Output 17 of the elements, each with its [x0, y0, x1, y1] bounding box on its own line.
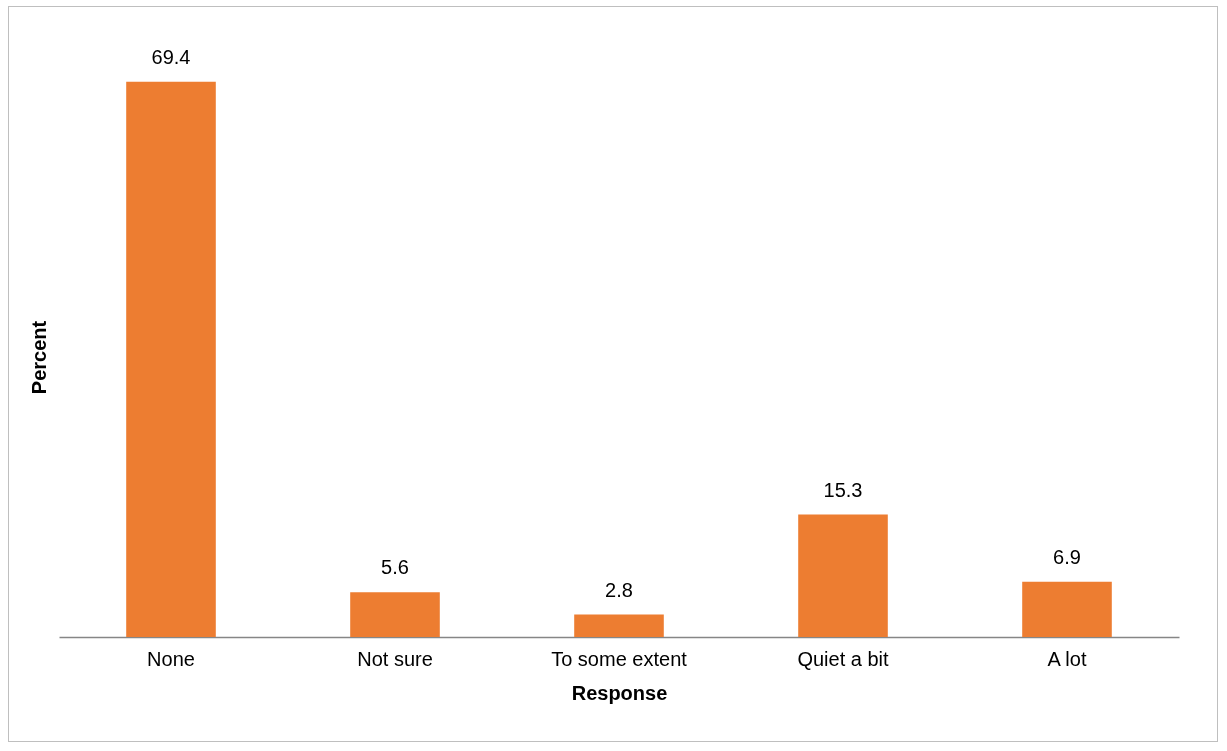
- data-label: 6.9: [1053, 545, 1081, 568]
- x-tick-label: To some extent: [551, 647, 688, 670]
- x-axis-title: Response: [571, 681, 668, 704]
- data-label: 15.3: [823, 478, 863, 501]
- bar: [1022, 581, 1112, 637]
- bar: [350, 592, 440, 637]
- data-label: 69.4: [151, 45, 191, 68]
- bar: [574, 614, 664, 637]
- data-label: 5.6: [381, 556, 409, 579]
- data-label: 2.8: [605, 578, 633, 601]
- x-tick-label: A lot: [1047, 647, 1087, 670]
- x-tick-label: None: [147, 647, 195, 670]
- x-tick-label: Quiet a bit: [797, 647, 890, 670]
- bar: [126, 81, 216, 637]
- y-axis-title: Percent: [27, 320, 50, 395]
- x-tick-label: Not sure: [357, 647, 433, 670]
- bar: [798, 514, 888, 637]
